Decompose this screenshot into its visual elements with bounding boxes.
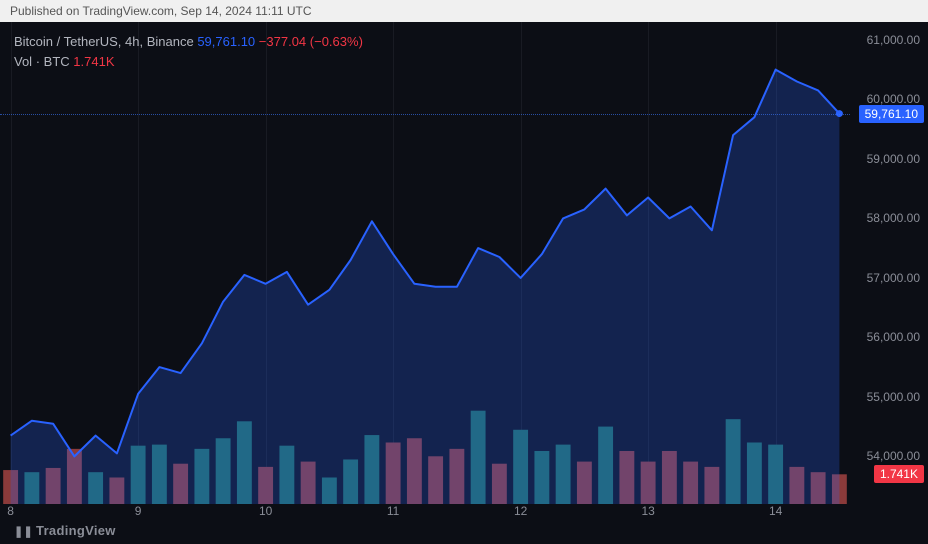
symbol-info: Bitcoin / TetherUS, 4h, Binance 59,761.1… xyxy=(14,34,363,49)
brand-text: TradingView xyxy=(36,523,116,538)
x-tick-label: 8 xyxy=(7,504,14,518)
y-tick-label: 61,000.00 xyxy=(867,33,920,47)
change-abs: −377.04 xyxy=(259,34,306,49)
y-tick-label: 59,000.00 xyxy=(867,152,920,166)
last-price-line xyxy=(0,114,850,115)
publish-header: Published on TradingView.com, Sep 14, 20… xyxy=(0,0,928,22)
vol-value: 1.741K xyxy=(73,54,114,69)
symbol-name: Bitcoin / TetherUS, 4h, Binance xyxy=(14,34,194,49)
y-tick-label: 54,000.00 xyxy=(867,449,920,463)
publish-text: Published on TradingView.com, Sep 14, 20… xyxy=(10,4,312,18)
x-tick-label: 13 xyxy=(641,504,654,518)
volume-info: Vol · BTC 1.741K xyxy=(14,54,115,69)
x-tick-label: 9 xyxy=(135,504,142,518)
y-tick-label: 57,000.00 xyxy=(867,271,920,285)
y-axis: 61,000.0060,000.0059,000.0058,000.0057,0… xyxy=(850,22,928,504)
price-axis-label: 59,761.10 xyxy=(859,105,924,123)
last-price: 59,761.10 xyxy=(197,34,255,49)
price-line-chart xyxy=(0,22,850,504)
x-tick-label: 11 xyxy=(387,504,399,518)
x-tick-label: 10 xyxy=(259,504,272,518)
chart-container: Bitcoin / TetherUS, 4h, Binance 59,761.1… xyxy=(0,22,928,544)
y-tick-label: 58,000.00 xyxy=(867,211,920,225)
brand-footer: ❚❚TradingView xyxy=(14,523,116,538)
x-tick-label: 12 xyxy=(514,504,527,518)
y-tick-label: 56,000.00 xyxy=(867,330,920,344)
change-pct: (−0.63%) xyxy=(310,34,363,49)
x-axis: 8 9 10 11 12 13 14 xyxy=(0,504,850,524)
x-tick-label: 14 xyxy=(769,504,782,518)
volume-axis-label: 1.741K xyxy=(874,465,924,483)
y-tick-label: 55,000.00 xyxy=(867,390,920,404)
vol-label: Vol xyxy=(14,54,32,69)
price-area-fill xyxy=(11,70,840,504)
plot-area[interactable] xyxy=(0,22,850,504)
vol-unit: BTC xyxy=(44,54,70,69)
tradingview-icon: ❚❚ xyxy=(14,526,33,538)
